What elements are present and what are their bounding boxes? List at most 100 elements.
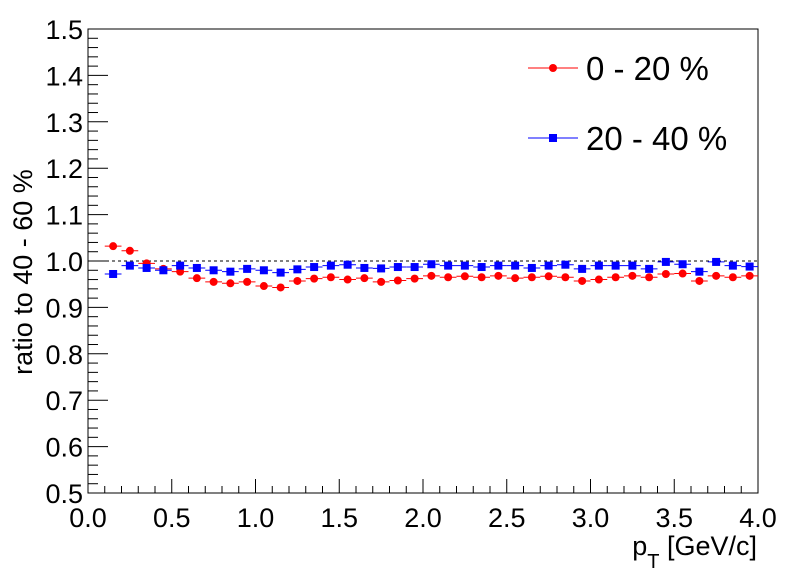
data-point	[460, 261, 469, 270]
data-point	[377, 264, 386, 273]
x-axis-title: pT [GeV/c]	[632, 531, 757, 573]
data-point	[611, 273, 620, 282]
legend-marker	[549, 134, 557, 142]
data-point	[192, 263, 201, 272]
data-point	[578, 264, 587, 273]
data-point	[360, 274, 369, 283]
x-tick-label: 3.0	[572, 503, 610, 533]
data-point	[712, 257, 721, 266]
series-2	[104, 257, 758, 278]
data-point	[661, 269, 670, 278]
data-point	[544, 261, 553, 270]
y-tick-label: 1.3	[45, 108, 83, 138]
data-point	[410, 263, 419, 272]
data-point	[645, 273, 654, 282]
y-tick-label: 1.2	[45, 154, 83, 184]
data-point	[561, 260, 570, 269]
x-tick-label: 2.5	[488, 503, 526, 533]
data-point	[209, 277, 218, 286]
data-point	[661, 257, 670, 266]
data-point	[259, 282, 268, 291]
data-point	[226, 267, 235, 276]
data-point	[310, 274, 319, 283]
x-tick-label: 4.0	[739, 503, 777, 533]
data-point	[578, 276, 587, 285]
data-point	[695, 276, 704, 285]
data-point	[125, 246, 134, 255]
legend-marker	[549, 64, 557, 72]
legend-entry: 20 - 40 %	[528, 120, 727, 157]
x-axis-title-subscript: T	[647, 551, 659, 573]
data-point	[628, 261, 637, 270]
data-point	[326, 273, 335, 282]
data-point	[293, 276, 302, 285]
data-point	[310, 263, 319, 272]
data-point	[511, 261, 520, 270]
data-point	[678, 260, 687, 269]
x-tick-label: 2.0	[404, 503, 442, 533]
legend-entry: 0 - 20 %	[528, 50, 709, 87]
axis-tick-labels: 0.0 0.5 1.0 1.5 2.0 2.5 3.0 3.5 4.00.50.60.70.80…	[45, 15, 776, 533]
data-point	[427, 260, 436, 269]
data-point	[326, 261, 335, 270]
data-point	[645, 264, 654, 273]
data-point	[728, 273, 737, 282]
y-tick-label: 0.8	[45, 340, 83, 370]
y-tick-label: 0.6	[45, 433, 83, 463]
data-point	[243, 264, 252, 273]
data-point	[209, 266, 218, 275]
data-point	[494, 271, 503, 280]
data-point	[393, 263, 402, 272]
data-point	[109, 242, 118, 251]
data-point	[527, 263, 536, 272]
legend-label: 20 - 40 %	[586, 120, 727, 157]
legend: 0 - 20 % 20 - 40 %	[528, 50, 727, 157]
x-axis-title-unit: [GeV/c]	[659, 531, 757, 561]
data-point	[494, 261, 503, 270]
y-tick-label: 1.1	[45, 201, 83, 231]
data-point	[444, 261, 453, 270]
axis-ticks	[87, 28, 759, 494]
y-tick-label: 1.5	[45, 15, 83, 45]
data-point	[477, 273, 486, 282]
data-point	[226, 279, 235, 288]
data-point	[393, 276, 402, 285]
data-point	[159, 266, 168, 275]
data-point	[343, 260, 352, 269]
y-tick-label: 1.4	[45, 61, 83, 91]
plot-frame	[87, 28, 759, 494]
data-point	[343, 275, 352, 284]
series-layer	[104, 242, 758, 292]
data-point	[460, 272, 469, 281]
y-tick-label: 0.7	[45, 386, 83, 416]
data-point	[561, 273, 570, 282]
y-tick-label: 1.0	[45, 247, 83, 277]
data-point	[628, 271, 637, 280]
data-point	[444, 273, 453, 282]
data-point	[594, 261, 603, 270]
data-point	[712, 271, 721, 280]
x-tick-label: 1.5	[320, 503, 358, 533]
data-point	[695, 267, 704, 276]
data-point	[243, 277, 252, 286]
data-point	[511, 274, 520, 283]
data-point	[427, 271, 436, 280]
data-point	[527, 273, 536, 282]
x-tick-label: 0.5	[153, 503, 191, 533]
x-tick-label: 3.5	[655, 503, 693, 533]
data-point	[176, 267, 185, 276]
y-axis-title: ratio to 40 - 60 %	[8, 169, 38, 375]
data-point	[477, 263, 486, 272]
data-point	[259, 266, 268, 275]
x-tick-label: 0.0	[69, 503, 107, 533]
data-point	[611, 261, 620, 270]
data-point	[377, 277, 386, 286]
data-point	[276, 283, 285, 292]
legend-label: 0 - 20 %	[586, 50, 709, 87]
data-point	[544, 272, 553, 281]
data-point	[276, 268, 285, 277]
data-point	[192, 274, 201, 283]
data-point	[125, 261, 134, 270]
data-point	[745, 262, 754, 271]
